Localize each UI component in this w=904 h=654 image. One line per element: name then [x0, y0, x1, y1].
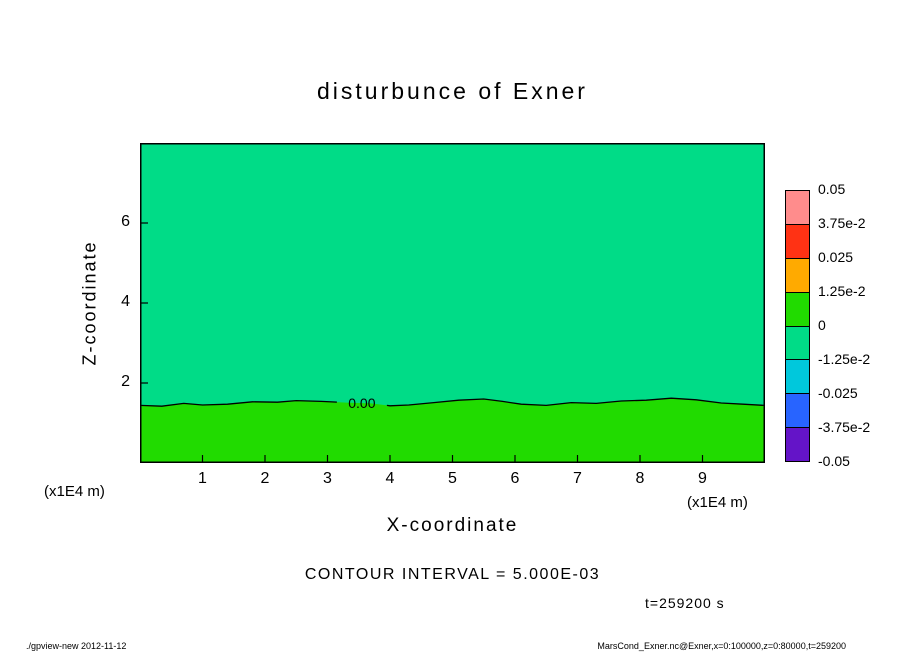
- footer-source: MarsCond_Exner.nc@Exner,x=0:100000,z=0:8…: [597, 641, 846, 651]
- y-tick-label: 6: [121, 213, 130, 230]
- x-tick-label: 5: [448, 470, 457, 487]
- colorbar-segment: [786, 291, 809, 326]
- colorbar-tick-label: 0: [818, 317, 826, 333]
- plot-frame: [140, 143, 765, 463]
- x-tick-label: 8: [635, 470, 645, 487]
- colorbar-tick-label: 1.25e-2: [818, 283, 866, 299]
- colorbar: [785, 190, 810, 462]
- colorbar-segment: [786, 223, 809, 258]
- colorbar-segment: [786, 427, 809, 461]
- colorbar-tick-label: -0.025: [818, 385, 858, 401]
- y-tick-label: 4: [121, 293, 130, 310]
- x-tick-label: 7: [573, 470, 582, 487]
- footer-command: ./gpview-new 2012-11-12: [26, 641, 127, 651]
- axis-unit-right: (x1E4 m): [687, 494, 748, 511]
- colorbar-tick-label: -1.25e-2: [818, 351, 871, 367]
- colorbar-segment: [786, 191, 809, 224]
- colorbar-segment: [786, 325, 809, 360]
- colorbar-tick-label: -3.75e-2: [818, 419, 871, 435]
- colorbar-segment: [786, 359, 809, 394]
- colorbar-tick-label: 0.05: [818, 181, 846, 197]
- time-label: t=259200 s: [645, 595, 725, 611]
- colorbar-tick-label: -0.05: [818, 453, 850, 469]
- x-tick-label: 3: [323, 470, 332, 487]
- y-tick-label: 2: [121, 373, 130, 390]
- colorbar-tick-label: 0.025: [818, 249, 854, 265]
- chart-title: disturbunce of Exner: [317, 78, 588, 104]
- colorbar-segment: [786, 393, 809, 428]
- contour-plot: 0.00: [140, 143, 765, 463]
- contour-interval-caption: CONTOUR INTERVAL = 5.000E-03: [304, 566, 601, 583]
- x-tick-label: 2: [260, 470, 270, 487]
- x-tick-label: 6: [510, 470, 520, 487]
- contour-label: 0.00: [348, 395, 375, 411]
- zero-contour-line: [386, 397, 765, 407]
- zero-contour-line: [140, 399, 337, 407]
- colorbar-tick-label: 3.75e-2: [818, 215, 866, 231]
- colorbar-segment: [786, 257, 809, 292]
- x-tick-label: 9: [698, 470, 707, 487]
- x-axis-label: X-coordinate: [386, 515, 519, 536]
- field-fill-lower: [140, 398, 765, 463]
- x-tick-label: 4: [385, 470, 395, 487]
- x-tick-label: 1: [198, 470, 207, 487]
- axis-unit-left: (x1E4 m): [44, 483, 105, 500]
